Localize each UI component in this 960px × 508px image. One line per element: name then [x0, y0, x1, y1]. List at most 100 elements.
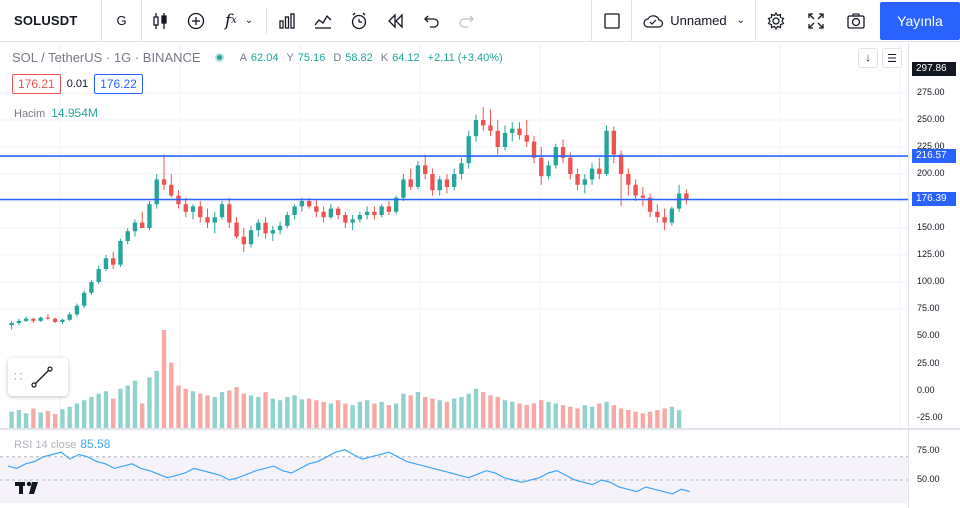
hline-price-tag[interactable]: 176.39 [912, 192, 956, 207]
candle-body [190, 206, 196, 212]
volume-bar [314, 400, 319, 428]
arrow-down-icon[interactable]: ↓ [858, 48, 878, 68]
candle-body [161, 179, 167, 185]
candle-body [655, 211, 660, 218]
volume-bar [655, 410, 660, 428]
publish-button[interactable]: Yayınla [880, 2, 960, 40]
volume-bar [401, 393, 406, 428]
hline-price-tag[interactable]: 216.57 [912, 149, 956, 164]
market-status-icon[interactable] [214, 53, 224, 62]
volume-bar [219, 392, 225, 428]
volume-bar [560, 405, 566, 428]
volume-bar [328, 403, 334, 428]
bid-price[interactable]: 176.21 [12, 74, 61, 94]
price-axis[interactable]: 275.00250.00225.00200.00175.00150.00125.… [908, 43, 960, 508]
candle-body [205, 217, 210, 223]
horizontal-lines[interactable] [0, 155, 908, 201]
candle-body [45, 317, 51, 319]
candle-body [38, 317, 43, 321]
undo-icon[interactable] [413, 0, 449, 42]
candle-body [546, 165, 551, 177]
snapshot-camera-icon[interactable] [836, 0, 876, 42]
candles-style-icon[interactable] [142, 0, 178, 42]
rsi-axis-label: 50.00 [917, 474, 940, 484]
legend-open: 62.04 [250, 51, 279, 64]
candle-body [510, 128, 515, 133]
tradingview-logo-icon[interactable] [14, 478, 42, 498]
candle-body [379, 206, 384, 216]
legend-high: 75.16 [297, 51, 326, 64]
volume-bar [589, 406, 595, 428]
fullscreen-layout-icon[interactable] [591, 0, 631, 42]
candle-body [444, 179, 450, 187]
volume-bar [321, 401, 326, 428]
spread-value: 0.01 [66, 78, 89, 90]
volume-bar [597, 403, 602, 428]
volume-bar [45, 410, 51, 428]
volume-bar [241, 393, 246, 428]
trend-line-icon[interactable] [30, 365, 54, 389]
volume-bar [96, 393, 101, 428]
volume-bar [553, 403, 558, 428]
price-axis-label: 150.00 [917, 222, 945, 232]
compare-icon[interactable]: ☰ [882, 48, 902, 68]
volume-bar [611, 405, 616, 428]
templates-icon[interactable] [269, 0, 305, 42]
price-chart[interactable] [0, 43, 908, 508]
candle-body [270, 230, 275, 234]
candle-body [662, 217, 667, 223]
ask-price[interactable]: 176.22 [94, 74, 143, 94]
volume-bar [277, 400, 283, 428]
rsi-label: RSI 14 close [14, 439, 77, 451]
candle-body [198, 206, 203, 218]
drag-handle-icon[interactable]: ∷ [14, 369, 22, 384]
candle-body [684, 193, 689, 200]
candle-body [531, 141, 537, 158]
candle-body [502, 132, 508, 147]
fullscreen-icon[interactable] [796, 0, 836, 42]
candle-body [633, 184, 638, 196]
candle-body [125, 231, 130, 241]
compare-add-icon[interactable] [178, 0, 214, 42]
volume-bar [386, 405, 392, 428]
alert-chart-icon[interactable] [305, 0, 341, 42]
volume-bar [335, 400, 341, 428]
candle-body [597, 168, 602, 174]
layout-menu-button[interactable]: Unnamed ⌄ [631, 0, 756, 42]
price-axis-label: 250.00 [917, 114, 945, 124]
volume-bar [306, 398, 312, 428]
top-price-tag[interactable]: 297.86 [912, 62, 956, 76]
toolbar-divider [266, 7, 267, 34]
chevron-down-icon: ⌄ [244, 15, 254, 26]
legend-high-key: Y [286, 51, 294, 64]
candle-body [60, 319, 65, 322]
candle-body [357, 215, 363, 220]
settings-gear-icon[interactable] [756, 0, 796, 42]
volume-bar [147, 377, 152, 428]
candle-body [372, 211, 377, 216]
legend-low: 58.82 [345, 51, 373, 64]
candle-body [277, 225, 283, 231]
volume-bar [502, 400, 508, 428]
layout-name: Unnamed [670, 13, 727, 28]
symbol-search-button[interactable]: SOLUSDT [0, 0, 102, 42]
legend-close: 64.12 [392, 51, 420, 64]
candle-body [575, 174, 580, 185]
replay-icon[interactable] [377, 0, 413, 42]
volume-bar [510, 401, 515, 428]
volume-value: 14.954M [51, 106, 98, 120]
interval-button[interactable]: G [102, 0, 142, 42]
candle-body [147, 204, 152, 228]
volume-bar [111, 398, 116, 428]
candle-body [452, 174, 457, 187]
candle-body [481, 120, 486, 126]
candle-body [140, 222, 145, 228]
redo-icon[interactable] [449, 0, 485, 42]
volume-series [9, 330, 682, 428]
candle-body [31, 318, 36, 321]
pane-separator[interactable] [0, 428, 960, 430]
candle-body [328, 208, 334, 218]
alert-clock-icon[interactable] [341, 0, 377, 42]
candle-body [169, 184, 174, 196]
